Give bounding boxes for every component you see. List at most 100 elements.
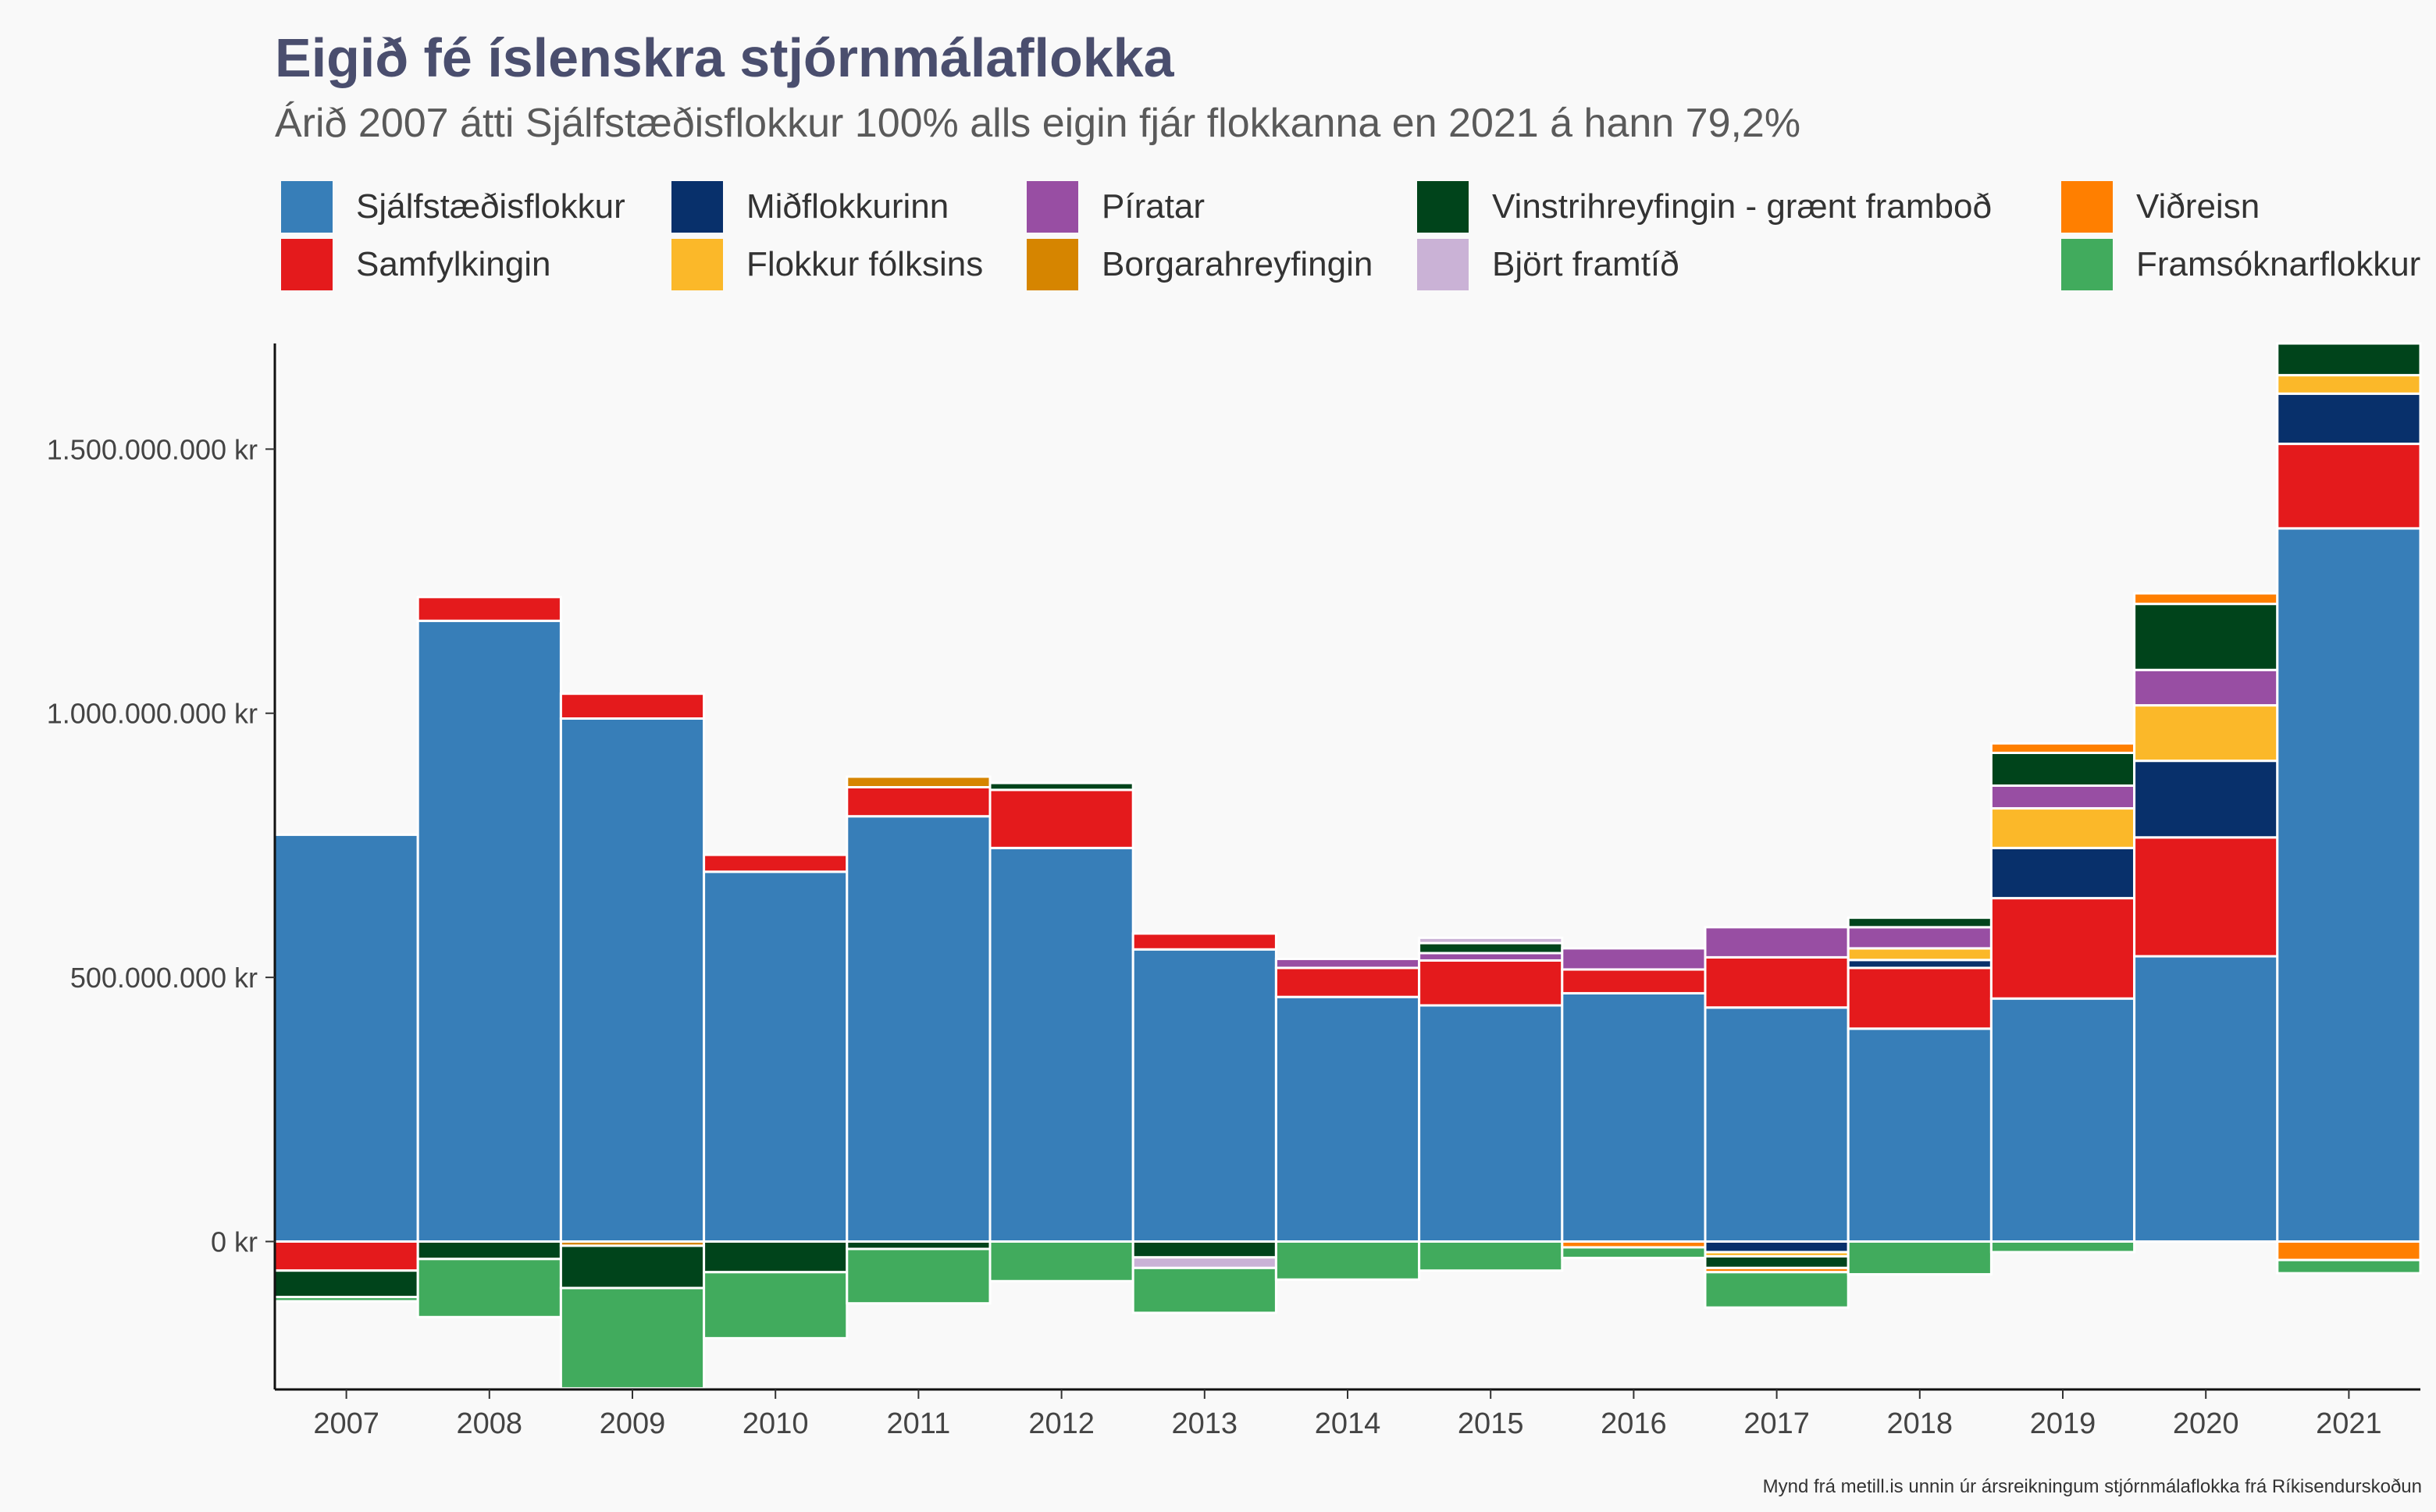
y-tick-label: 500.000.000 kr [70, 962, 258, 994]
legend-swatch [1027, 181, 1078, 233]
bar-piratar-2019 [1989, 784, 2136, 810]
legend-item-flokkur-folksins: Flokkur fólksins [671, 239, 983, 290]
legend-swatch [671, 239, 723, 290]
bar-sjalfstaedisflokkur-2018 [1847, 1027, 1993, 1243]
bar-sjalfstaedisflokkur-2015 [1418, 1004, 1564, 1243]
bar-vinstrihreyfingin-graent-frambod-2012 [988, 781, 1134, 792]
bar-vinstrihreyfingin-graent-frambod-2008 [416, 1240, 562, 1261]
chart-legend: Sjálfstæðisflokkur Samfylkingin Miðflokkur… [281, 181, 2436, 298]
bar-piratar-2016 [1561, 947, 1707, 971]
y-tick-label: 0 kr [211, 1226, 258, 1258]
bar-vinstrihreyfingin-graent-frambod-2017 [1704, 1254, 1850, 1269]
legend-item-borgarahreyfingin: Borgarahreyfingin [1027, 239, 1373, 290]
bar-vidreisn-2020 [2133, 592, 2279, 606]
bar-flokkur-folksins-2018 [1847, 947, 1993, 962]
bar-sjalfstaedisflokkur-2013 [1131, 948, 1277, 1243]
legend-item-framsoknarflokkur: Framsóknarflokkur [2061, 239, 2420, 290]
legend-label: Vinstrihreyfingin - grænt framboð [1492, 187, 1992, 226]
bar-framsoknarflokkur-2009 [559, 1286, 706, 1390]
bar-framsoknarflokkur-2011 [846, 1247, 992, 1305]
bar-framsoknarflokkur-2016 [1561, 1246, 1707, 1259]
bar-sjalfstaedisflokkur-2021 [2276, 527, 2422, 1243]
bar-vinstrihreyfingin-graent-frambod-2021 [2276, 342, 2422, 377]
bar-framsoknarflokkur-2019 [1989, 1240, 2136, 1254]
bar-sjalfstaedisflokkur-2017 [1704, 1006, 1850, 1243]
bar-vinstrihreyfingin-graent-frambod-2020 [2133, 603, 2279, 671]
legend-label: Flokkur fólksins [746, 245, 984, 283]
bar-framsoknarflokkur-2007 [273, 1296, 419, 1303]
x-tick-label: 2008 [457, 1407, 523, 1440]
bar-samfylkingin-2019 [1989, 897, 2136, 1000]
chart-caption: Mynd frá metill.is unnin úr ársreikningu… [1762, 1476, 2422, 1497]
bar-framsoknarflokkur-2014 [1274, 1240, 1421, 1281]
x-tick-label: 2009 [600, 1407, 666, 1440]
bar-samfylkingin-2009 [559, 692, 706, 720]
bar-framsoknarflokkur-2010 [703, 1271, 849, 1339]
legend-swatch [2061, 239, 2113, 290]
bar-borgarahreyfingin-2011 [846, 775, 992, 788]
x-tick-label: 2013 [1172, 1407, 1238, 1440]
legend-swatch [281, 181, 333, 233]
bar-piratar-2014 [1274, 957, 1421, 969]
bar-samfylkingin-2008 [416, 596, 562, 622]
bar-samfylkingin-2007 [273, 1240, 419, 1272]
bar-samfylkingin-2015 [1418, 959, 1564, 1007]
legend-item-samfylkingin: Samfylkingin [281, 239, 550, 290]
bar-samfylkingin-2017 [1704, 955, 1850, 1009]
x-tick-label: 2011 [887, 1407, 951, 1440]
bar-flokkur-folksins-2021 [2276, 374, 2422, 395]
bar-piratar-2020 [2133, 668, 2279, 707]
legend-item-bjort-framtid: Björt framtíð [1417, 239, 1679, 290]
chart-subtitle: Árið 2007 átti Sjálfstæðisflokkur 100% a… [275, 101, 1801, 146]
legend-label: Píratar [1102, 187, 1206, 226]
legend-label: Björt framtíð [1492, 245, 1679, 283]
bar-flokkur-folksins-2020 [2133, 704, 2279, 763]
bar-samfylkingin-2018 [1847, 966, 1993, 1030]
y-tick-label: 1.500.000.000 kr [47, 433, 258, 465]
bar-samfylkingin-2013 [1131, 932, 1277, 951]
bar-sjalfstaedisflokkur-2019 [1989, 997, 2136, 1243]
bar-vinstrihreyfingin-graent-frambod-2015 [1418, 941, 1564, 955]
legend-item-piratar: Píratar [1027, 181, 1205, 233]
bar-vinstrihreyfingin-graent-frambod-2018 [1847, 916, 1993, 929]
bar-samfylkingin-2021 [2276, 443, 2422, 530]
bar-framsoknarflokkur-2018 [1847, 1240, 1993, 1275]
legend-swatch [1027, 239, 1078, 290]
legend-label: Sjálfstæðisflokkur [356, 187, 625, 226]
bar-flokkur-folksins-2019 [1989, 807, 2136, 849]
bar-samfylkingin-2011 [846, 785, 992, 818]
bar-samfylkingin-2010 [703, 853, 849, 873]
bar-midflokkurinn-2020 [2133, 760, 2279, 839]
bar-bjort-framtid-2013 [1131, 1256, 1277, 1269]
bar-sjalfstaedisflokkur-2008 [416, 619, 562, 1243]
bar-piratar-2017 [1704, 926, 1850, 959]
legend-swatch [1417, 181, 1469, 233]
bar-framsoknarflokkur-2021 [2276, 1258, 2422, 1275]
x-tick-label: 2019 [2030, 1407, 2096, 1440]
bar-sjalfstaedisflokkur-2007 [273, 833, 419, 1243]
bar-framsoknarflokkur-2008 [416, 1258, 562, 1318]
legend-label: Borgarahreyfingin [1102, 245, 1373, 283]
legend-item-vinstrihreyfingin-graent-frambod: Vinstrihreyfingin - grænt framboð [1417, 181, 1992, 233]
bar-framsoknarflokkur-2015 [1418, 1240, 1564, 1272]
bar-vidreisn-2019 [1989, 742, 2136, 754]
bar-samfylkingin-2016 [1561, 968, 1707, 994]
x-tick-label: 2017 [1743, 1407, 1810, 1440]
bar-midflokkurinn-2017 [1704, 1240, 1850, 1254]
legend-swatch [1417, 239, 1469, 290]
bar-samfylkingin-2014 [1274, 966, 1421, 998]
legend-swatch [671, 181, 723, 233]
bar-framsoknarflokkur-2013 [1131, 1266, 1277, 1315]
legend-label: Framsóknarflokkur [2136, 245, 2421, 283]
bar-piratar-2018 [1847, 926, 1993, 950]
x-tick-label: 2012 [1028, 1407, 1095, 1440]
bar-vinstrihreyfingin-graent-frambod-2019 [1989, 751, 2136, 787]
bar-vidreisn-2021 [2276, 1240, 2422, 1261]
bar-vinstrihreyfingin-graent-frambod-2009 [559, 1244, 706, 1290]
legend-label: Miðflokkurinn [746, 187, 949, 226]
y-tick-label: 1.000.000.000 kr [47, 698, 258, 730]
bar-vinstrihreyfingin-graent-frambod-2007 [273, 1269, 419, 1299]
bar-sjalfstaedisflokkur-2012 [988, 846, 1134, 1243]
bar-midflokkurinn-2021 [2276, 392, 2422, 446]
